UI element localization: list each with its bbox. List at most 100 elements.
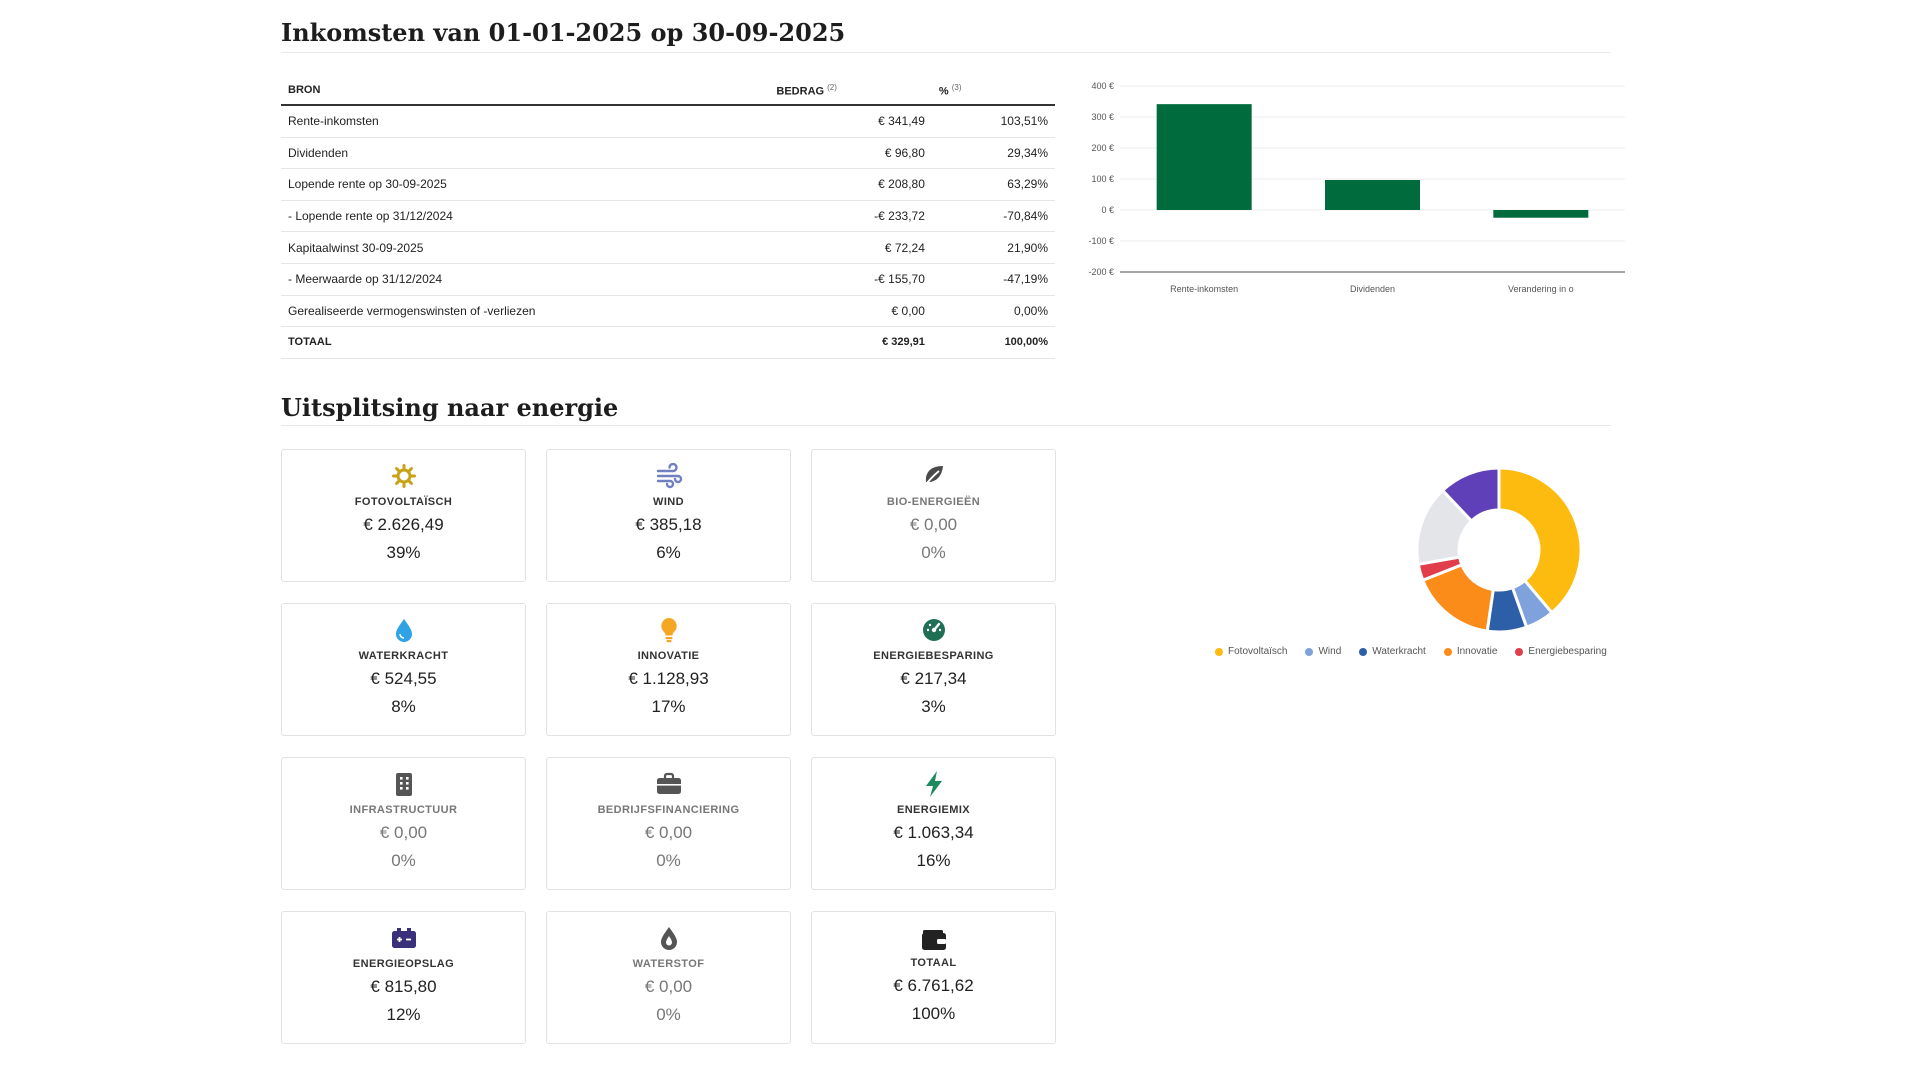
energy-tile-energieopslag: ENERGIEOPSLAG € 815,80 12% bbox=[281, 911, 526, 1044]
y-tick-label: 200 € bbox=[1091, 143, 1114, 153]
legend-dot bbox=[1515, 647, 1524, 656]
legend-item[interactable]: Wind bbox=[1305, 646, 1341, 657]
donut-legend: Fotovoltaïsch Wind Waterkracht Innovatie Ene… bbox=[1215, 646, 1607, 657]
sun-icon bbox=[389, 461, 419, 491]
tile-label: ENERGIEBESPARING bbox=[873, 650, 994, 662]
table-row: Dividenden € 96,80 29,34% bbox=[281, 137, 1055, 170]
percent-footnote-ref: (3) bbox=[951, 82, 962, 92]
legend-dot bbox=[1215, 647, 1223, 656]
tile-amount: € 1.128,93 bbox=[628, 669, 709, 688]
water-drop-icon bbox=[389, 615, 419, 645]
tile-label: TOTAAL bbox=[910, 957, 957, 969]
table-row: - Meerwaarde op 31/12/2024 -€ 155,70 -47,1… bbox=[281, 263, 1055, 296]
legend-item[interactable]: Energiebesparing bbox=[1515, 646, 1607, 657]
wind-icon bbox=[654, 461, 684, 491]
cell-amount: € 341,49 bbox=[769, 105, 932, 138]
legend-item[interactable]: Waterkracht bbox=[1359, 646, 1426, 657]
lightbulb-icon bbox=[654, 615, 684, 645]
legend-label: Innovatie bbox=[1456, 646, 1498, 657]
legend-label: Waterkracht bbox=[1372, 646, 1426, 657]
cell-source: Lopende rente op 30-09-2025 bbox=[281, 168, 770, 201]
table-total-row: TOTAAL € 329,91 100,00% bbox=[281, 326, 1055, 359]
leaf-icon bbox=[919, 461, 949, 491]
energy-tile-bedrijfsfinanciering: BEDRIJFSFINANCIERING € 0,00 0% bbox=[546, 757, 791, 890]
cell-amount: € 0,00 bbox=[769, 295, 932, 328]
amount-footnote-ref: (2) bbox=[827, 82, 837, 92]
energy-tile-innovatie: INNOVATIE € 1.128,93 17% bbox=[546, 603, 791, 736]
energy-tile-energiemix: ENERGIEMIX € 1.063,34 16% bbox=[811, 757, 1056, 890]
table-row: Rente-inkomsten € 341,49 103,51% bbox=[281, 105, 1055, 138]
y-tick-label: -200 € bbox=[1088, 267, 1114, 277]
building-icon bbox=[389, 769, 419, 799]
cell-source: - Meerwaarde op 31/12/2024 bbox=[281, 263, 770, 296]
tile-label: WIND bbox=[653, 496, 684, 508]
y-tick-label: 300 € bbox=[1091, 112, 1114, 122]
column-header-source: BRON bbox=[281, 76, 770, 106]
y-tick-label: 100 € bbox=[1091, 174, 1114, 184]
cell-percent: 103,51% bbox=[931, 105, 1055, 138]
hydrogen-drop-icon bbox=[654, 923, 684, 953]
tile-label: ENERGIEOPSLAG bbox=[352, 958, 455, 970]
tile-amount: € 524,55 bbox=[370, 669, 437, 688]
income-bar-chart: 400 € 300 € 200 € 100 € 0 € -100 € -200 € Rente… bbox=[1088, 81, 1625, 294]
income-title: Inkomsten van 01-01-2025 op 30-09-2025 bbox=[281, 18, 846, 47]
cell-percent: 21,90% bbox=[931, 231, 1055, 264]
energy-tile-infrastructuur: INFRASTRUCTUUR € 0,00 0% bbox=[281, 757, 526, 890]
legend-dot bbox=[1443, 647, 1452, 656]
tile-percent: 16% bbox=[916, 851, 951, 870]
energy-title-divider bbox=[281, 425, 1611, 426]
tile-label: INFRASTRUCTUUR bbox=[349, 804, 458, 816]
cell-percent: -47,19% bbox=[931, 263, 1055, 296]
income-table: BRON BEDRAG (2) % (3) Rente-inkomsten € 3… bbox=[281, 76, 1055, 359]
cell-source: Dividenden bbox=[281, 137, 770, 170]
tile-amount: € 0,00 bbox=[379, 823, 428, 842]
bar bbox=[1156, 104, 1252, 210]
briefcase-icon bbox=[654, 769, 684, 799]
tile-label: WATERSTOF bbox=[632, 958, 705, 970]
energy-tile-fotovoltaisch: FOTOVOLTAÏSCH € 2.626,49 39% bbox=[281, 449, 526, 582]
column-header-percent: % (3) bbox=[931, 76, 1055, 106]
legend-label: Fotovoltaïsch bbox=[1228, 646, 1288, 657]
tile-label: WATERKRACHT bbox=[358, 650, 449, 662]
tile-percent: 12% bbox=[386, 1005, 421, 1024]
tile-percent: 0% bbox=[921, 543, 946, 562]
y-tick-label: 400 € bbox=[1091, 81, 1114, 91]
legend-item[interactable]: Fotovoltaïsch bbox=[1215, 646, 1287, 657]
energy-tile-totaal: TOTAAL € 6.761,62 100% bbox=[811, 911, 1056, 1044]
table-row: Lopende rente op 30-09-2025 € 208,80 63,29… bbox=[281, 168, 1055, 201]
title-divider bbox=[281, 52, 1611, 53]
gauge-icon bbox=[919, 615, 949, 645]
column-header-percent-label: % bbox=[938, 85, 949, 98]
tile-label: BEDRIJFSFINANCIERING bbox=[597, 804, 740, 816]
legend-item[interactable]: Innovatie bbox=[1443, 646, 1498, 657]
tile-amount: € 385,18 bbox=[635, 515, 702, 534]
cell-percent: 0,00% bbox=[931, 295, 1055, 328]
tile-percent: 100% bbox=[911, 1004, 956, 1023]
x-tick-label: Dividenden bbox=[1350, 284, 1395, 294]
legend-dot bbox=[1305, 647, 1314, 656]
energy-tile-waterstof: WATERSTOF € 0,00 0% bbox=[546, 911, 791, 1044]
donut-slice bbox=[1497, 466, 1583, 615]
tile-label: INNOVATIE bbox=[637, 650, 700, 662]
cell-percent: 100,00% bbox=[931, 326, 1055, 359]
cell-percent: -70,84% bbox=[931, 200, 1055, 233]
tile-percent: 3% bbox=[921, 697, 946, 716]
cell-source: Gerealiseerde vermogenswinsten of -verli… bbox=[281, 295, 770, 328]
column-header-amount-label: BEDRAG bbox=[776, 85, 825, 98]
tile-percent: 39% bbox=[386, 543, 421, 562]
cell-source: TOTAAL bbox=[281, 326, 770, 359]
tile-percent: 0% bbox=[656, 1005, 681, 1024]
tile-label: BIO-ENERGIEËN bbox=[886, 496, 981, 508]
lightning-icon bbox=[919, 769, 949, 799]
tile-label: FOTOVOLTAÏSCH bbox=[354, 496, 453, 508]
cell-amount: € 96,80 bbox=[769, 137, 932, 170]
wallet-icon bbox=[919, 925, 949, 955]
cell-source: Rente-inkomsten bbox=[281, 105, 770, 138]
y-tick-label: -100 € bbox=[1088, 236, 1114, 246]
cell-amount: € 72,24 bbox=[769, 231, 932, 264]
cell-source: Kapitaalwinst 30-09-2025 bbox=[281, 231, 770, 264]
tile-amount: € 0,00 bbox=[909, 515, 958, 534]
tile-percent: 17% bbox=[651, 697, 686, 716]
tile-percent: 8% bbox=[391, 697, 416, 716]
column-header-source-label: BRON bbox=[288, 84, 321, 96]
